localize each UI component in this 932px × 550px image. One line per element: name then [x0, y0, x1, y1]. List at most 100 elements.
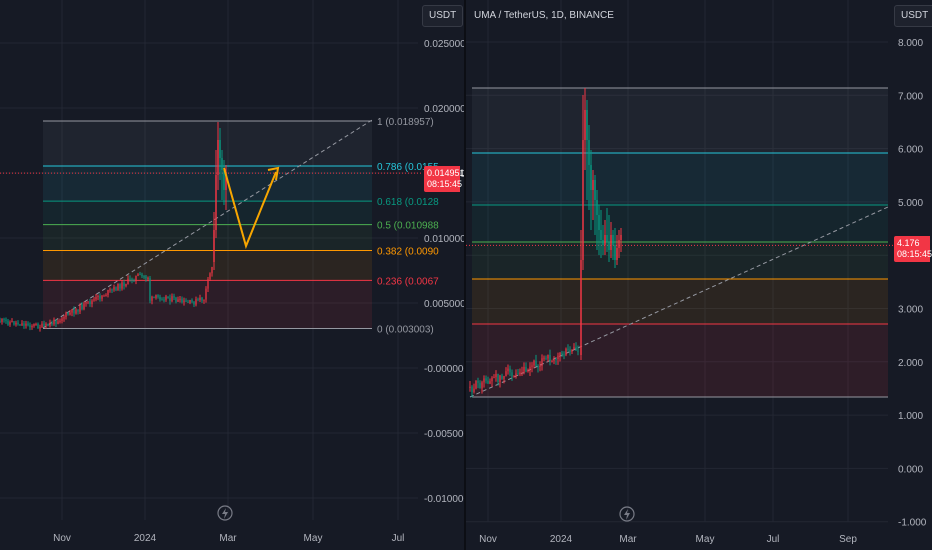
candle-body [515, 373, 517, 376]
projection-arrowhead [267, 166, 280, 181]
candle-body [491, 377, 493, 382]
candle-body [1, 318, 3, 322]
candle-body [215, 175, 217, 230]
candle-body [139, 274, 141, 276]
right-x-tick: 2024 [550, 534, 573, 545]
left-y-tick: -0.005000 [424, 429, 464, 440]
candle-body [523, 366, 525, 372]
candle-body [475, 380, 477, 389]
candle-body [115, 287, 117, 291]
candle-body [543, 357, 545, 359]
candle-body [573, 347, 575, 350]
candle-body [189, 299, 191, 303]
candle-body [11, 321, 13, 323]
left-x-tick: Mar [219, 533, 237, 544]
candle-body [65, 312, 67, 318]
pane-splitter[interactable] [464, 0, 466, 550]
right-chart-pane[interactable]: 8.0007.0006.0005.0004.0003.0002.0001.000… [466, 0, 932, 550]
candle-body [221, 158, 223, 170]
candle-body [23, 323, 25, 326]
fib-zone [472, 324, 888, 397]
candle-body [509, 368, 511, 373]
candle-body [497, 373, 499, 382]
candle-body [113, 287, 115, 290]
candle-body [477, 380, 479, 383]
candle-body [133, 280, 135, 282]
candle-body [549, 354, 551, 362]
candle-body [53, 319, 55, 325]
candle-body [620, 235, 622, 240]
candle-body [165, 296, 167, 300]
right-unit-button[interactable]: USDT [894, 5, 932, 27]
candle-body [63, 317, 65, 319]
candle-body [55, 319, 57, 324]
candle-body [610, 235, 612, 250]
candle-body [7, 320, 9, 325]
candle-body [193, 301, 195, 305]
candle-body [67, 312, 69, 315]
candle-body [545, 357, 547, 359]
candle-body [171, 296, 173, 302]
left-unit-button[interactable]: USDT [422, 5, 464, 27]
candle-body [137, 274, 139, 276]
candle-body [97, 295, 99, 297]
candle-body [485, 378, 487, 381]
right-x-tick: May [696, 534, 715, 545]
candle-body [586, 110, 588, 140]
candle-body [5, 319, 7, 321]
candle-body [513, 375, 515, 377]
fib-zone [472, 88, 888, 153]
candle-body [77, 309, 79, 312]
candle-body [588, 140, 590, 165]
candle-body [195, 299, 197, 305]
candle-body [561, 352, 563, 355]
candle-body [75, 309, 77, 314]
candle-body [163, 299, 165, 301]
left-x-tick: Nov [53, 533, 71, 544]
candle-body [209, 273, 211, 280]
candle-body [17, 322, 19, 325]
candle-body [590, 165, 592, 190]
candle-body [569, 349, 571, 352]
candle-body [471, 386, 473, 392]
candle-body [71, 309, 73, 313]
right-chart-canvas[interactable]: 8.0007.0006.0005.0004.0003.0002.0001.000… [466, 0, 932, 550]
candle-body [511, 372, 513, 377]
candle-body [157, 295, 159, 297]
candle-body [49, 323, 51, 326]
candle-body [85, 301, 87, 304]
trend-line [42, 119, 373, 329]
candle-body [69, 312, 71, 315]
symbol-legend[interactable]: UMA / TetherUS, 1D, BINANCE [474, 10, 614, 21]
candle-body [600, 230, 602, 240]
candle-body [582, 140, 584, 260]
candle-body [149, 277, 151, 301]
candle-body [571, 349, 573, 352]
fib-zone [472, 242, 888, 279]
candle-body [533, 360, 535, 366]
candle-body [61, 318, 63, 321]
candle-body [79, 304, 81, 312]
candle-body [15, 322, 17, 325]
lightning-bolt [624, 509, 630, 520]
left-y-tick: -0.010000 [424, 494, 464, 505]
candle-body [592, 180, 594, 190]
candle-body [117, 284, 119, 291]
left-chart-pane[interactable]: 0.0250000.0200000.0150000.0100000.005000… [0, 0, 464, 550]
left-y-tick: -0.000000 [424, 364, 464, 375]
candle-body [147, 277, 149, 279]
candle-body [606, 235, 608, 242]
fib-level-label: 0.382 (0.0090 [377, 247, 439, 258]
candle-body [187, 301, 189, 303]
candle-body [173, 296, 175, 298]
candle-body [0, 321, 1, 322]
candle-body [3, 318, 5, 320]
candle-body [616, 248, 618, 260]
candle-body [525, 366, 527, 372]
left-chart-canvas[interactable]: 0.0250000.0200000.0150000.0100000.005000… [0, 0, 464, 550]
candle-body [43, 323, 45, 326]
right-countdown: 08:15:45 [897, 249, 932, 259]
candle-body [213, 230, 215, 262]
candle-body [557, 355, 559, 360]
candle-body [553, 358, 555, 361]
